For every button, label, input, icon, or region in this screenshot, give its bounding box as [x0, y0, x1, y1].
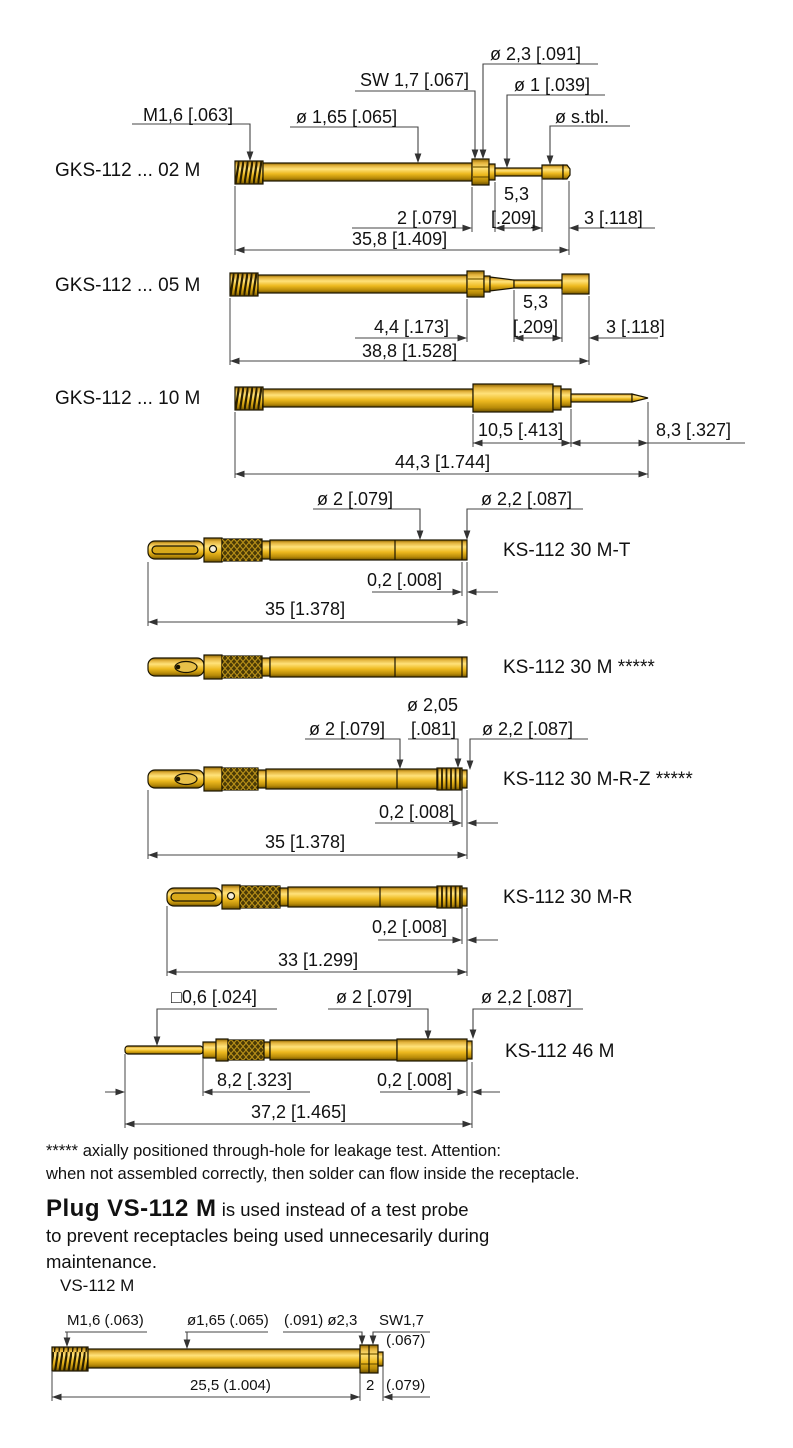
dim-label-dia205-ks30mrz: ø 2,05 — [407, 695, 459, 715]
dim-label-sw-inch-vs112m: (.067) — [386, 1332, 426, 1349]
leakage-note: ***** axially positioned through-hole fo… — [46, 1140, 579, 1186]
dim-label-len02-ks30mrz: 0,2 [.008] — [379, 802, 455, 822]
dimensions-vs112m — [51, 1366, 430, 1401]
dim-label-dia2-ks46m: ø 2 [.079] — [336, 987, 413, 1007]
dimensions-gks02 — [234, 178, 655, 255]
probe-drawing-ks30m — [147, 654, 468, 680]
dim-label-dia165-vs112m: ø1,65 (.065) — [187, 1312, 269, 1329]
probe-drawing-gks05 — [229, 270, 590, 298]
dim-label-dia165-gks02: ø 1,65 [.065] — [296, 107, 398, 127]
dim-label-total-gks02: 35,8 [1.409] — [352, 229, 448, 249]
dimensions-ks30mrz — [147, 790, 498, 859]
probe-name-ks30m: KS-112 30 M ***** — [503, 657, 655, 678]
dim-label-len02-ks30mt: 0,2 [.008] — [367, 570, 443, 590]
dim-label-len2-vs112m: 2 — [366, 1377, 375, 1394]
dim-label-m16-vs112m: M1,6 (.063) — [67, 1312, 144, 1329]
dim-label-len53-gks05: 5,3 — [523, 292, 549, 312]
dim-label-dia2-ks30mt: ø 2 [.079] — [317, 489, 394, 509]
dim-label-total-vs112m: 25,5 (1.004) — [190, 1377, 271, 1394]
dim-label-dia22-ks46m: ø 2,2 [.087] — [481, 987, 573, 1007]
dim-label-len53-gks02: 5,3 — [504, 184, 530, 204]
dim-label-len83-gks10: 8,3 [.327] — [656, 420, 732, 440]
probe-name-ks30mr: KS-112 30 M-R — [503, 887, 633, 908]
probe-drawing-vs112m — [51, 1344, 384, 1374]
dim-label-dia2-ks30mrz: ø 2 [.079] — [309, 719, 386, 739]
dimensions-gks05 — [229, 290, 658, 365]
dim-label-sw-gks02: SW 1,7 [.067] — [360, 70, 470, 90]
dimensions-ks30mt — [147, 562, 498, 626]
dim-label-len53b-gks02: [.209] — [491, 208, 537, 228]
dim-label-sq06-ks46m: □0,6 [.024] — [171, 987, 257, 1007]
dimensions-ks30mr — [166, 906, 498, 976]
dim-label-total-gks10: 44,3 [1.744] — [395, 452, 491, 472]
dim-label-m16-gks02: M1,6 [.063] — [143, 105, 234, 125]
dim-label-len44-gks05: 4,4 [.173] — [374, 317, 450, 337]
leakage-note-line1: ***** axially positioned through-hole fo… — [46, 1142, 501, 1160]
leaders-ks30mrz — [305, 738, 588, 770]
dim-label-dia23-vs112m: (.091) ø2,3 — [284, 1312, 358, 1329]
plug-paragraph-line3: maintenance. — [46, 1251, 158, 1272]
dimensions-gks10 — [234, 402, 745, 478]
dim-label-len82-ks46m: 8,2 [.323] — [217, 1070, 293, 1090]
probe-drawing-ks30mt — [147, 537, 468, 563]
leakage-note-line2: when not assembled correctly, then solde… — [46, 1165, 580, 1183]
dim-label-total-ks30mt: 35 [1.378] — [265, 599, 346, 619]
dim-label-len53b-gks05: [.209] — [513, 317, 559, 337]
dimensions-ks46m — [105, 1054, 500, 1128]
plug-paragraph-line2: to prevent receptacles being used unnece… — [46, 1225, 490, 1246]
dim-label-dia205b-ks30mrz: [.081] — [411, 719, 457, 739]
plug-heading: Plug VS-112 M — [46, 1195, 217, 1222]
dim-label-total-ks30mrz: 35 [1.378] — [265, 832, 346, 852]
dim-label-len02-ks46m: 0,2 [.008] — [377, 1070, 453, 1090]
dim-label-dia22-ks30mt: ø 2,2 [.087] — [481, 489, 573, 509]
dim-label-total-ks30mr: 33 [1.299] — [278, 950, 359, 970]
probe-drawing-gks10 — [234, 383, 649, 413]
dim-label-dia23-gks02: ø 2,3 [.091] — [490, 44, 582, 64]
probe-drawing-ks30mr — [166, 884, 468, 910]
probe-drawing-ks30mrz — [147, 766, 468, 792]
probe-name-ks30mt: KS-112 30 M-T — [503, 540, 631, 561]
probe-name-gks10: GKS-112 ... 10 M — [55, 388, 201, 409]
leaders-vs112m — [63, 1331, 430, 1349]
plug-paragraph-line1: Plug VS-112 M is used instead of a test … — [46, 1196, 489, 1223]
dim-label-len2-gks02: 2 [.079] — [397, 208, 458, 228]
dim-label-len3-gks05: 3 [.118] — [606, 317, 665, 337]
dim-label-dia1-gks02: ø 1 [.039] — [514, 75, 591, 95]
dim-label-len105-gks10: 10,5 [.413] — [478, 420, 564, 440]
dim-label-total-ks46m: 37,2 [1.465] — [251, 1102, 347, 1122]
dim-label-len2-inch-vs112m: (.079) — [386, 1377, 426, 1394]
leaders-ks46m — [153, 1008, 583, 1046]
probe-drawing-gks02 — [234, 158, 571, 186]
dim-label-total-gks05: 38,8 [1.528] — [362, 341, 458, 361]
dim-label-len02-ks30mr: 0,2 [.008] — [372, 917, 448, 937]
probe-name-gks02: GKS-112 ... 02 M — [55, 160, 201, 181]
probe-name-ks46m: KS-112 46 M — [505, 1041, 615, 1062]
probe-name-vs112m: VS-112 M — [60, 1276, 135, 1295]
leaders-ks30mt — [313, 508, 583, 540]
dim-label-dia-stbl-gks02: ø s.tbl. — [555, 107, 610, 127]
probe-name-ks30mrz: KS-112 30 M-R-Z ***** — [503, 769, 693, 790]
probe-drawing-ks46m — [124, 1038, 473, 1062]
leaders-gks02 — [132, 63, 630, 168]
probe-name-gks05: GKS-112 ... 05 M — [55, 275, 201, 296]
dim-label-dia22-ks30mrz: ø 2,2 [.087] — [482, 719, 574, 739]
dim-label-sw-vs112m: SW1,7 — [379, 1312, 425, 1329]
plug-paragraph: Plug VS-112 M is used instead of a test … — [46, 1196, 489, 1275]
dim-label-len3-gks02: 3 [.118] — [584, 208, 643, 228]
plug-heading-rest: is used instead of a test probe — [216, 1199, 469, 1220]
